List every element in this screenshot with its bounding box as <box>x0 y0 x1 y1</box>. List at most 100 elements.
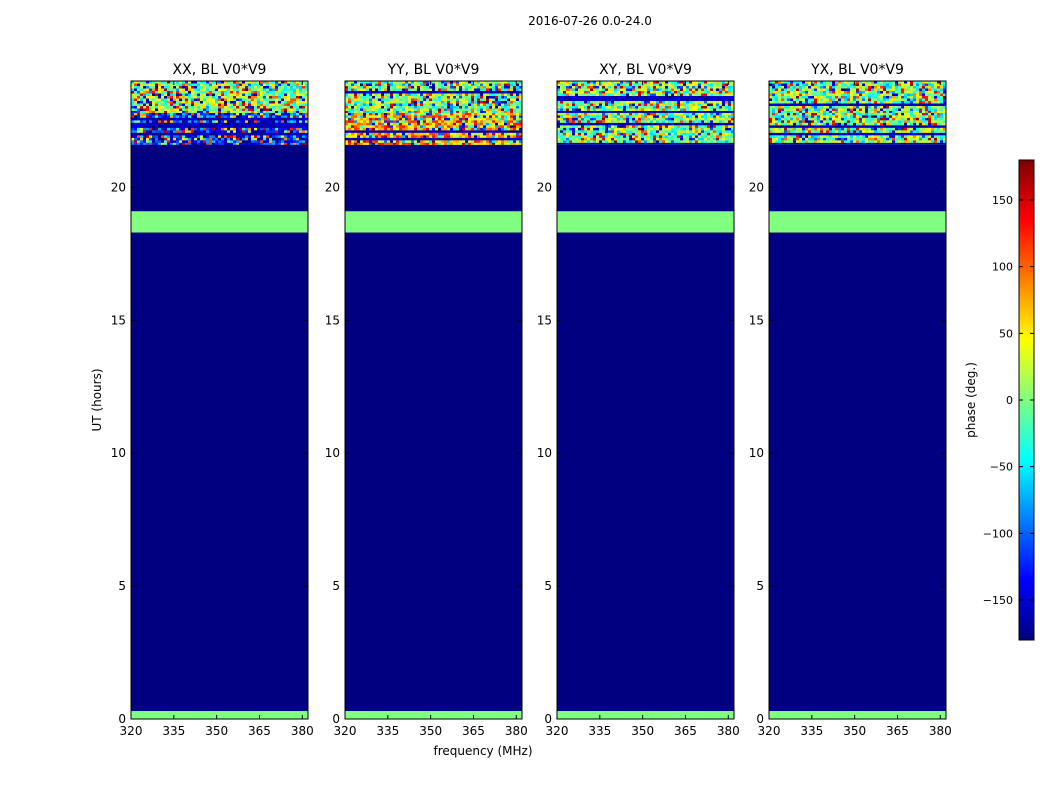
heatmap-cell <box>689 142 692 145</box>
heatmap-cell <box>275 140 278 143</box>
heatmap-cell <box>363 137 366 141</box>
heatmap-cell <box>459 125 462 128</box>
heatmap-cell <box>275 137 278 141</box>
heatmap-cell <box>363 103 366 106</box>
heatmap-cell <box>781 122 784 126</box>
heatmap-cell <box>638 88 641 91</box>
heatmap-cell <box>459 93 462 96</box>
heatmap-cell <box>305 103 308 106</box>
heatmap-cell <box>689 111 692 113</box>
heatmap-cell <box>414 112 417 116</box>
heatmap-cell <box>566 142 569 145</box>
heatmap-cell <box>605 130 608 133</box>
heatmap-cell <box>296 132 299 136</box>
heatmap-cell <box>372 117 375 121</box>
heatmap-cell <box>647 98 650 101</box>
heatmap-cell <box>510 81 513 84</box>
heatmap-cell <box>907 117 910 121</box>
heatmap-cell <box>224 127 227 131</box>
heatmap-cell <box>134 101 137 104</box>
heatmap-cell <box>632 120 635 123</box>
heatmap-cell <box>671 98 674 101</box>
heatmap-cell <box>396 135 399 138</box>
heatmap-cell <box>299 88 302 91</box>
heatmap-cell <box>236 106 239 109</box>
heatmap-cell <box>647 108 650 111</box>
heatmap-cell <box>572 98 575 101</box>
heatmap-cell <box>725 127 728 131</box>
heatmap-cell <box>650 108 653 111</box>
heatmap-cell <box>393 96 396 99</box>
heatmap-cell <box>719 91 722 94</box>
heatmap-cell <box>617 103 620 106</box>
heatmap-cell <box>871 117 874 121</box>
heatmap-cell <box>674 137 677 141</box>
heatmap-cell <box>578 130 581 133</box>
heatmap-cell <box>266 132 269 136</box>
heatmap-cell <box>793 115 796 118</box>
heatmap-cell <box>569 132 572 136</box>
heatmap-cell <box>462 115 465 118</box>
heatmap-cell <box>363 111 366 113</box>
heatmap-cell <box>453 115 456 118</box>
heatmap-cell <box>212 127 215 131</box>
heatmap-cell <box>239 81 242 84</box>
heatmap-cell <box>638 120 641 123</box>
heatmap-cell <box>158 86 161 89</box>
heatmap-cell <box>629 98 632 101</box>
heatmap-cell <box>378 112 381 116</box>
heatmap-cell <box>474 83 477 86</box>
heatmap-cell <box>345 137 348 141</box>
heatmap-cell <box>817 120 820 123</box>
heatmap-cell <box>605 115 608 118</box>
heatmap-cell <box>608 130 611 133</box>
heatmap-cell <box>221 111 224 113</box>
heatmap-cell <box>351 98 354 101</box>
heatmap-cell <box>626 142 629 145</box>
heatmap-cell <box>215 103 218 106</box>
heatmap-cell <box>853 112 856 116</box>
heatmap-cell <box>212 137 215 141</box>
heatmap-cell <box>134 135 137 138</box>
heatmap-cell <box>632 135 635 138</box>
heatmap-cell <box>572 112 575 116</box>
heatmap-cell <box>689 137 692 141</box>
heatmap-cell <box>662 122 665 126</box>
heatmap-cell <box>563 111 566 113</box>
heatmap-cell <box>695 106 698 109</box>
heatmap-cell <box>230 135 233 138</box>
heatmap-cell <box>519 96 522 99</box>
heatmap-cell <box>722 140 725 143</box>
heatmap-cell <box>227 130 230 133</box>
heatmap-cell <box>566 96 569 99</box>
heatmap-cell <box>426 88 429 91</box>
x-tick-label: 320 <box>546 724 569 738</box>
heatmap-cell <box>426 140 429 143</box>
heatmap-cell <box>269 130 272 133</box>
heatmap-cell <box>787 112 790 116</box>
heatmap-cell <box>245 111 248 113</box>
heatmap-cell <box>281 140 284 143</box>
heatmap-cell <box>728 115 731 118</box>
heatmap-cell <box>492 127 495 131</box>
heatmap-cell <box>575 81 578 84</box>
heatmap-cell <box>381 81 384 84</box>
heatmap-cell <box>563 93 566 96</box>
heatmap-cell <box>224 137 227 141</box>
heatmap-cell <box>441 117 444 121</box>
heatmap-cell <box>227 81 230 84</box>
heatmap-cell <box>483 91 486 94</box>
heatmap-cell <box>405 86 408 89</box>
heatmap-cell <box>635 132 638 136</box>
heatmap-cell <box>155 127 158 131</box>
heatmap-cell <box>701 108 704 111</box>
heatmap-cell <box>164 142 167 145</box>
heatmap-cell <box>731 88 734 91</box>
heatmap-cell <box>608 91 611 94</box>
heatmap-cell <box>504 132 507 136</box>
heatmap-cell <box>790 122 793 126</box>
heatmap-cell <box>149 96 152 99</box>
heatmap-cell <box>215 132 218 136</box>
heatmap-cell <box>390 98 393 101</box>
heatmap-cell <box>408 111 411 113</box>
